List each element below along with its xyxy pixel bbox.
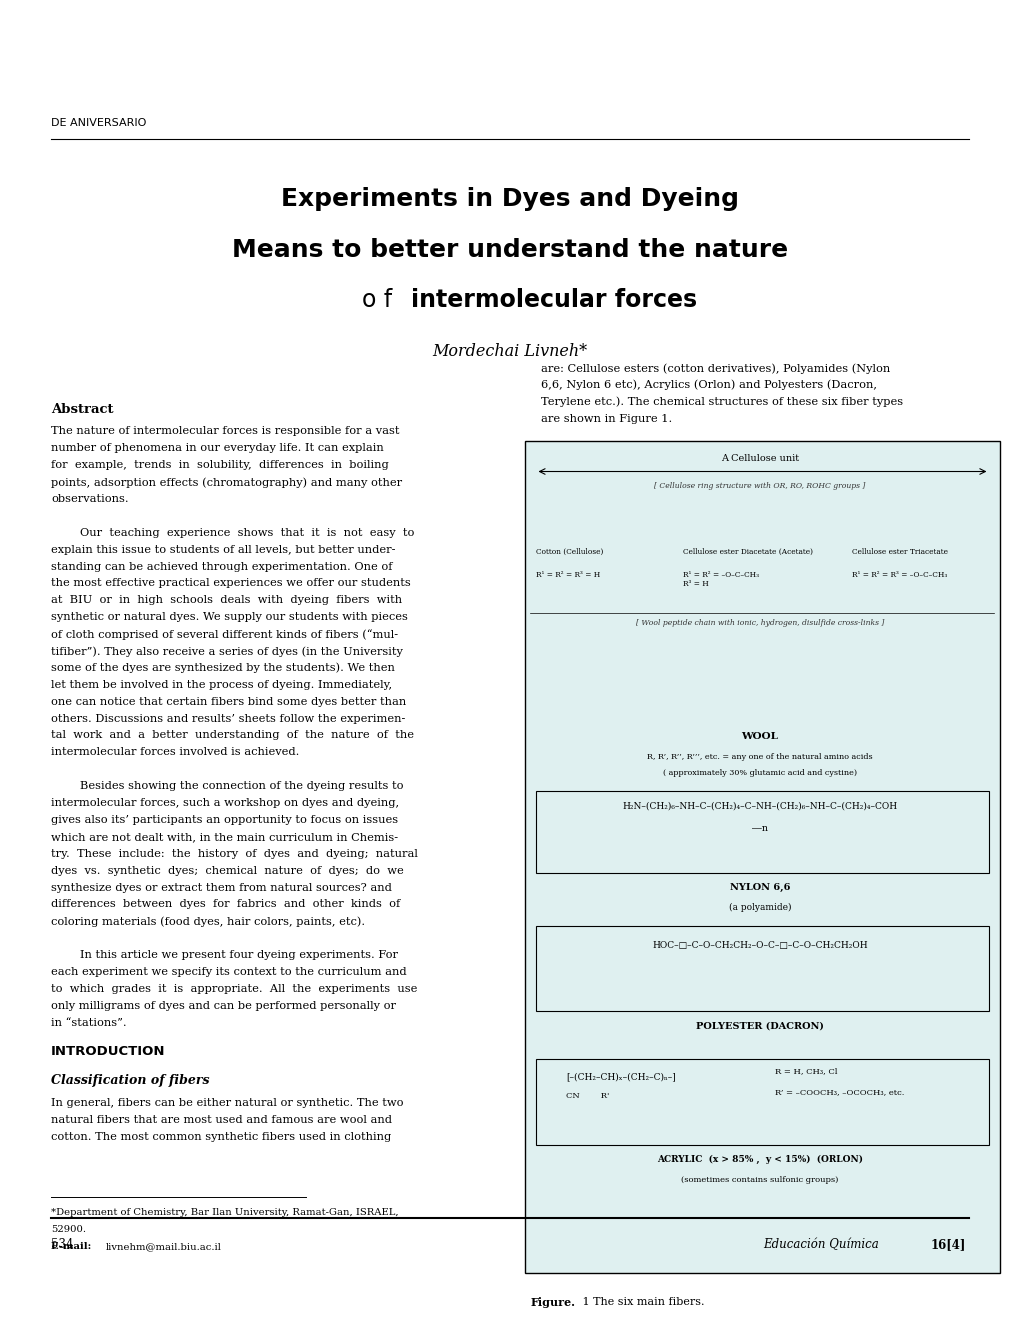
Text: ―n: ―n: [751, 824, 767, 833]
Text: DE ANIVERSARIO: DE ANIVERSARIO: [51, 117, 147, 128]
Text: Cotton (Cellulose): Cotton (Cellulose): [535, 548, 602, 556]
Text: [–(CH₂–CH)ₓ–(CH₂–C)ₙ–]: [–(CH₂–CH)ₓ–(CH₂–C)ₙ–]: [566, 1072, 676, 1081]
Text: ACRYLIC  (x > 85% ,  y < 15%)  (ORLON): ACRYLIC (x > 85% , y < 15%) (ORLON): [656, 1155, 862, 1164]
Text: dyes  vs.  synthetic  dyes;  chemical  nature  of  dyes;  do  we: dyes vs. synthetic dyes; chemical nature…: [51, 866, 404, 875]
Text: natural fibers that are most used and famous are wool and: natural fibers that are most used and fa…: [51, 1115, 391, 1125]
Text: 16[4]: 16[4]: [929, 1238, 965, 1251]
Text: INTRODUCTION: INTRODUCTION: [51, 1045, 165, 1059]
Text: Experiments in Dyes and Dyeing: Experiments in Dyes and Dyeing: [280, 187, 739, 211]
Text: some of the dyes are synthesized by the students). We then: some of the dyes are synthesized by the …: [51, 663, 394, 673]
Text: 6,6, Nylon 6 etc), Acrylics (Orlon) and Polyesters (Dacron,: 6,6, Nylon 6 etc), Acrylics (Orlon) and …: [540, 380, 875, 391]
Text: R = H, CH₃, Cl: R = H, CH₃, Cl: [774, 1067, 837, 1074]
Text: E-mail:: E-mail:: [51, 1242, 95, 1251]
Text: H₂N–(CH₂)₆–NH–C–(CH₂)₄–C–NH–(CH₂)₆–NH–C–(CH₂)₄–COH: H₂N–(CH₂)₆–NH–C–(CH₂)₄–C–NH–(CH₂)₆–NH–C–…: [622, 801, 897, 810]
Text: R, R’, R’’, R’’’, etc. = any one of the natural amino acids: R, R’, R’’, R’’’, etc. = any one of the …: [646, 752, 872, 760]
Text: Abstract: Abstract: [51, 403, 113, 416]
Text: observations.: observations.: [51, 494, 128, 504]
Text: Terylene etc.). The chemical structures of these six fiber types: Terylene etc.). The chemical structures …: [540, 397, 902, 408]
Text: Besides showing the connection of the dyeing results to: Besides showing the connection of the dy…: [51, 781, 404, 791]
Text: which are not dealt with, in the main curriculum in Chemis-: which are not dealt with, in the main cu…: [51, 832, 397, 842]
Bar: [525, 441, 999, 1272]
Bar: [535, 1059, 988, 1144]
Text: tal  work  and  a  better  understanding  of  the  nature  of  the: tal work and a better understanding of t…: [51, 730, 414, 741]
Text: the most effective practical experiences we offer our students: the most effective practical experiences…: [51, 578, 411, 589]
Text: only milligrams of dyes and can be performed personally or: only milligrams of dyes and can be perfo…: [51, 1001, 395, 1011]
Text: 52900.: 52900.: [51, 1225, 86, 1234]
Text: points, adsorption effects (chromatography) and many other: points, adsorption effects (chromatograp…: [51, 477, 401, 487]
Text: livnehm@mail.biu.ac.il: livnehm@mail.biu.ac.il: [106, 1242, 222, 1251]
Text: at  BIU  or  in  high  schools  deals  with  dyeing  fibers  with: at BIU or in high schools deals with dye…: [51, 595, 401, 606]
Text: [ Wool peptide chain with ionic, hydrogen, disulfide cross-links ]: [ Wool peptide chain with ionic, hydroge…: [635, 619, 883, 627]
Text: Figure.: Figure.: [530, 1296, 575, 1308]
Text: number of phenomena in our everyday life. It can explain: number of phenomena in our everyday life…: [51, 444, 383, 453]
Text: (sometimes contains sulfonic groups): (sometimes contains sulfonic groups): [681, 1176, 838, 1184]
Text: WOOL: WOOL: [741, 731, 777, 741]
Text: intermolecular forces: intermolecular forces: [411, 288, 697, 312]
Text: gives also its’ participants an opportunity to focus on issues: gives also its’ participants an opportun…: [51, 814, 397, 825]
Text: 1 The six main fibers.: 1 The six main fibers.: [579, 1296, 704, 1307]
Text: are: Cellulose esters (cotton derivatives), Polyamides (Nylon: are: Cellulose esters (cotton derivative…: [540, 363, 889, 374]
Text: A Cellulose unit: A Cellulose unit: [720, 454, 798, 463]
Text: (a polyamide): (a polyamide): [728, 903, 791, 912]
Text: Our  teaching  experience  shows  that  it  is  not  easy  to: Our teaching experience shows that it is…: [51, 528, 414, 537]
Text: one can notice that certain fibers bind some dyes better than: one can notice that certain fibers bind …: [51, 697, 406, 706]
Text: R¹ = R² = R³ = H: R¹ = R² = R³ = H: [535, 570, 599, 578]
Text: each experiment we specify its context to the curriculum and: each experiment we specify its context t…: [51, 968, 407, 977]
Text: In this article we present four dyeing experiments. For: In this article we present four dyeing e…: [51, 950, 397, 960]
Text: let them be involved in the process of dyeing. Immediately,: let them be involved in the process of d…: [51, 680, 391, 690]
Text: in “stations”.: in “stations”.: [51, 1018, 126, 1028]
Text: POLYESTER (DACRON): POLYESTER (DACRON): [695, 1022, 823, 1031]
Text: HOC–□–C–O–CH₂CH₂–O–C–□–C–O–CH₂CH₂OH: HOC–□–C–O–CH₂CH₂–O–C–□–C–O–CH₂CH₂OH: [651, 941, 867, 950]
Text: Educación Química: Educación Química: [762, 1238, 881, 1251]
Text: Classification of fibers: Classification of fibers: [51, 1074, 209, 1088]
Text: The nature of intermolecular forces is responsible for a vast: The nature of intermolecular forces is r…: [51, 426, 399, 437]
Text: Cellulose ester Diacetate (Acetate): Cellulose ester Diacetate (Acetate): [683, 548, 812, 556]
Bar: [535, 791, 988, 873]
Text: NYLON 6,6: NYLON 6,6: [729, 883, 790, 892]
Text: tifiber”). They also receive a series of dyes (in the University: tifiber”). They also receive a series of…: [51, 645, 403, 656]
Text: of cloth comprised of several different kinds of fibers (“mul-: of cloth comprised of several different …: [51, 630, 397, 640]
Text: intermolecular forces involved is achieved.: intermolecular forces involved is achiev…: [51, 747, 300, 758]
Text: R¹ = R² = R³ = –O–C–CH₃: R¹ = R² = R³ = –O–C–CH₃: [851, 570, 947, 578]
Text: R¹ = R² = –O–C–CH₃
R³ = H: R¹ = R² = –O–C–CH₃ R³ = H: [683, 570, 759, 587]
Text: explain this issue to students of all levels, but better under-: explain this issue to students of all le…: [51, 545, 395, 554]
Text: In general, fibers can be either natural or synthetic. The two: In general, fibers can be either natural…: [51, 1098, 404, 1107]
Text: to  which  grades  it  is  appropriate.  All  the  experiments  use: to which grades it is appropriate. All t…: [51, 983, 417, 994]
Text: ( approximately 30% glutamic acid and cystine): ( approximately 30% glutamic acid and cy…: [662, 768, 856, 776]
Text: R’ = –COOCH₃, –OCOCH₃, etc.: R’ = –COOCH₃, –OCOCH₃, etc.: [774, 1088, 904, 1096]
Text: Means to better understand the nature: Means to better understand the nature: [231, 238, 788, 261]
Text: [ Cellulose ring structure with OR, RO, ROHC groups ]: [ Cellulose ring structure with OR, RO, …: [653, 482, 865, 490]
Text: CN        R': CN R': [566, 1092, 609, 1100]
Text: *Department of Chemistry, Bar Ilan University, Ramat-Gan, ISRAEL,: *Department of Chemistry, Bar Ilan Unive…: [51, 1208, 398, 1217]
Text: standing can be achieved through experimentation. One of: standing can be achieved through experim…: [51, 561, 392, 572]
Text: for  example,  trends  in  solubility,  differences  in  boiling: for example, trends in solubility, diffe…: [51, 461, 388, 470]
Text: coloring materials (food dyes, hair colors, paints, etc).: coloring materials (food dyes, hair colo…: [51, 916, 365, 927]
Text: cotton. The most common synthetic fibers used in clothing: cotton. The most common synthetic fibers…: [51, 1131, 391, 1142]
Text: try.  These  include:  the  history  of  dyes  and  dyeing;  natural: try. These include: the history of dyes …: [51, 849, 418, 859]
Text: o f: o f: [362, 288, 399, 312]
Text: are shown in Figure 1.: are shown in Figure 1.: [540, 413, 672, 424]
Text: synthesize dyes or extract them from natural sources? and: synthesize dyes or extract them from nat…: [51, 883, 391, 892]
Text: Mordechai Livneh*: Mordechai Livneh*: [432, 343, 587, 360]
Text: Cellulose ester Triacetate: Cellulose ester Triacetate: [851, 548, 947, 556]
Text: synthetic or natural dyes. We supply our students with pieces: synthetic or natural dyes. We supply our…: [51, 612, 408, 622]
Text: 534: 534: [51, 1238, 73, 1251]
Text: intermolecular forces, such a workshop on dyes and dyeing,: intermolecular forces, such a workshop o…: [51, 799, 398, 808]
Bar: [535, 925, 988, 1011]
Text: others. Discussions and results’ sheets follow the experimen-: others. Discussions and results’ sheets …: [51, 714, 405, 723]
Text: differences  between  dyes  for  fabrics  and  other  kinds  of: differences between dyes for fabrics and…: [51, 899, 399, 909]
